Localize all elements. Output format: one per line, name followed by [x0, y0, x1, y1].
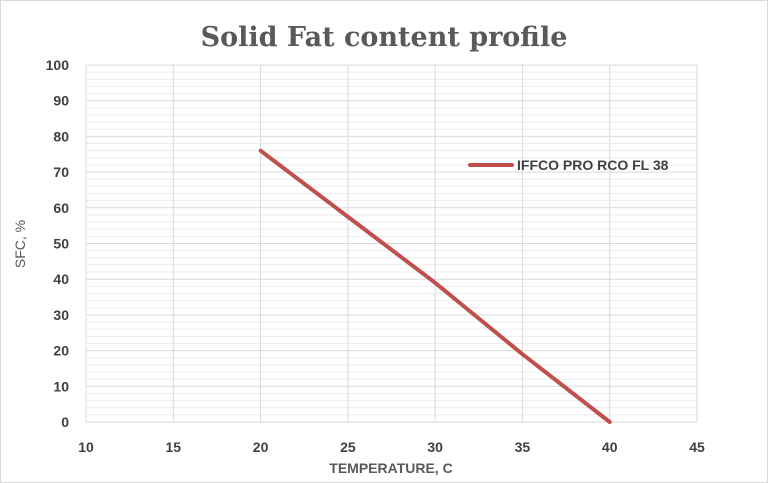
- chart-title: Solid Fat content profile: [201, 22, 568, 53]
- x-tick-label: 10: [78, 439, 94, 455]
- y-tick-label: 100: [46, 57, 70, 73]
- y-tick-label: 70: [53, 164, 69, 180]
- y-tick-label: 20: [53, 343, 69, 359]
- y-axis-title: SFC, %: [12, 220, 28, 268]
- x-tick-label: 35: [515, 439, 531, 455]
- grid: [85, 64, 698, 423]
- x-tick-label: 45: [689, 439, 705, 455]
- legend: IFFCO PRO RCO FL 38: [468, 157, 669, 173]
- series-group: [258, 148, 612, 424]
- x-axis-title: TEMPERATURE, C: [329, 460, 452, 476]
- y-tick-label: 60: [53, 200, 69, 216]
- x-tick-label: 15: [165, 439, 181, 455]
- y-tick-label: 0: [61, 414, 69, 430]
- y-tick-label: 30: [53, 307, 69, 323]
- x-tick-label: 30: [427, 439, 443, 455]
- y-tick-label: 90: [53, 93, 69, 109]
- x-tick-label: 40: [602, 439, 618, 455]
- axes: 0 10 20 30 40 50 60 70 80 90 100 10 15 20 25 30 35 40 45: [46, 57, 705, 455]
- x-tick-label: 20: [253, 439, 269, 455]
- y-tick-label: 80: [53, 128, 69, 144]
- y-tick-label: 40: [53, 271, 69, 287]
- y-tick-label: 10: [53, 378, 69, 394]
- y-tick-label: 50: [53, 236, 69, 252]
- x-tick-label: 25: [340, 439, 356, 455]
- legend-label: IFFCO PRO RCO FL 38: [517, 157, 669, 173]
- series-line: [258, 148, 612, 424]
